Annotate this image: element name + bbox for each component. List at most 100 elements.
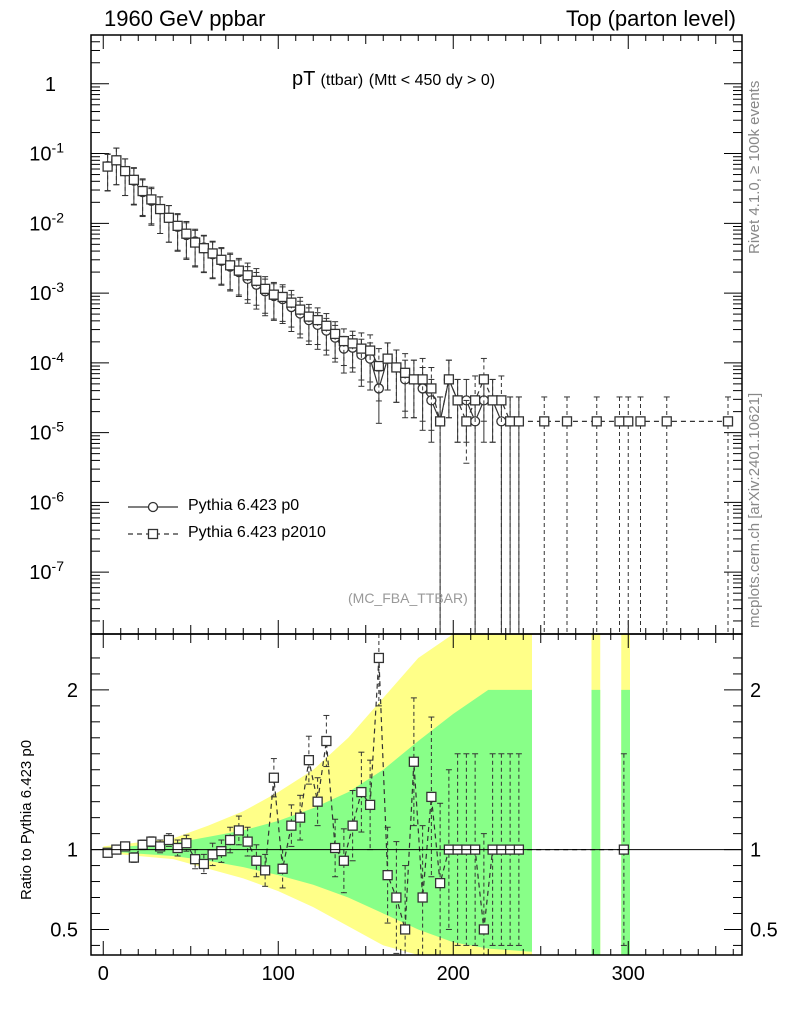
data-point-1: [661, 416, 672, 427]
data-point-1: [614, 416, 625, 427]
header-right: Top (parton level): [566, 6, 736, 31]
tick-labels: 0 100 200 300 1 10-1 10-2 10-3 10-4 10-5 10-6 10-7 0…: [29, 74, 778, 985]
ratio-point: [391, 892, 402, 903]
ratio-point: [277, 863, 288, 874]
data-point-1: [347, 338, 358, 349]
ratio-point: [426, 791, 437, 803]
data-point-1: [163, 212, 175, 223]
y-tick-label: 10-5: [29, 419, 64, 445]
ratio-point: [408, 756, 420, 767]
data-point-1: [233, 265, 245, 276]
data-point-1: [461, 416, 472, 427]
data-point-1: [356, 343, 367, 354]
data-point-1: [216, 254, 227, 265]
data-point-1: [382, 353, 393, 364]
ratio-y-tick-label-left: 0.5: [50, 919, 78, 941]
ratio-point: [434, 877, 446, 889]
legend-marker-p0: [147, 501, 159, 513]
data-point-1: [487, 395, 498, 406]
data-point-1: [539, 416, 550, 427]
plot-title-cut: (Mtt < 450 dy > 0): [368, 72, 496, 89]
data-point-1: [321, 320, 332, 331]
ratio-point: [373, 652, 385, 664]
data-point-1: [496, 395, 507, 406]
y-tick-label: 10-4: [29, 349, 64, 375]
ratio-point: [382, 869, 393, 881]
ratio-y-tick-label-right: 2: [750, 680, 761, 702]
data-point-1: [259, 283, 271, 295]
ratio-point: [154, 841, 166, 852]
ratio-y-tick-label-right: 0.5: [750, 919, 778, 941]
ratio-point: [329, 842, 341, 854]
data-series: [102, 147, 734, 956]
ratio-point: [417, 892, 428, 903]
y-tick-label: 1: [45, 74, 56, 96]
data-point-1: [128, 174, 140, 185]
data-point-1: [513, 416, 525, 427]
data-point-1: [251, 275, 262, 286]
plot-title: pT (ttbar) (Mtt < 450 dy > 0): [292, 68, 495, 91]
side-label-mcplots: mcplots.cern.ch [arXiv:2401.10621]: [746, 392, 763, 628]
data-point-1: [591, 416, 602, 427]
data-point-1: [561, 416, 573, 427]
ratio-point: [399, 924, 411, 935]
x-tick-label: 0: [98, 963, 109, 985]
data-point-1: [154, 203, 166, 215]
data-point-1: [373, 360, 385, 372]
ratio-band-inner-1: [591, 689, 601, 955]
side-label-rivet: Rivet 4.1.0, ≥ 100k events: [746, 80, 763, 254]
axis-ticks: [91, 34, 742, 955]
ratio-y-tick-label-left: 1: [67, 840, 78, 862]
data-point-1: [469, 395, 481, 406]
ratio-point: [268, 772, 280, 783]
plot-title-sub: (ttbar): [320, 72, 364, 89]
ratio-y-tick-label-left: 2: [67, 680, 78, 702]
ratio-point: [356, 786, 367, 798]
analysis-watermark: (MC_FBA_TTBAR): [348, 590, 468, 606]
x-tick-label: 200: [437, 963, 470, 985]
ratio-plot-frame: [90, 633, 743, 956]
y-tick-label: 10-3: [29, 279, 64, 305]
data-point-1: [303, 311, 315, 322]
ratio-point: [478, 924, 490, 935]
ratio-point: [286, 820, 297, 831]
ratio-point: [242, 836, 253, 847]
ratio-point: [224, 834, 236, 846]
ratio-y-axis-label: Ratio to Pythia 6.423 p0: [18, 739, 35, 900]
ratio-point: [146, 836, 157, 847]
ratio-point: [216, 846, 227, 857]
data-point-1: [443, 374, 455, 385]
ratio-point: [198, 858, 210, 870]
ratio-point: [128, 852, 140, 863]
data-point-1: [181, 228, 192, 239]
ratio-point: [294, 812, 306, 823]
data-point-1: [408, 374, 420, 385]
data-point-1: [623, 416, 634, 427]
data-point-1: [399, 367, 411, 378]
ratio-point: [364, 799, 376, 811]
ratio-point: [181, 838, 192, 849]
data-point-1: [102, 161, 113, 172]
plot-frames: [90, 34, 743, 956]
data-point-1: [119, 165, 131, 177]
ratio-point: [303, 755, 315, 766]
ratio-point: [189, 854, 201, 865]
main-plot-frame: [90, 34, 743, 635]
ratio-point: [347, 820, 358, 831]
data-point-1: [329, 328, 341, 340]
ratio-uncertainty-bands: [103, 634, 630, 955]
data-point-1: [722, 416, 734, 427]
ratio-point: [321, 735, 332, 747]
ratio-point: [259, 865, 271, 876]
ratio-point: [172, 842, 183, 854]
legend-label-p0: Pythia 6.423 p0: [188, 497, 300, 514]
y-tick-label: 10-2: [29, 209, 64, 235]
data-point-1: [426, 383, 437, 394]
ratio-point: [163, 834, 175, 846]
data-point-1: [635, 416, 646, 427]
data-point-1: [504, 416, 516, 427]
data-point-1: [224, 260, 236, 271]
data-point-1: [478, 374, 490, 385]
legend-marker-p2010: [147, 528, 159, 540]
